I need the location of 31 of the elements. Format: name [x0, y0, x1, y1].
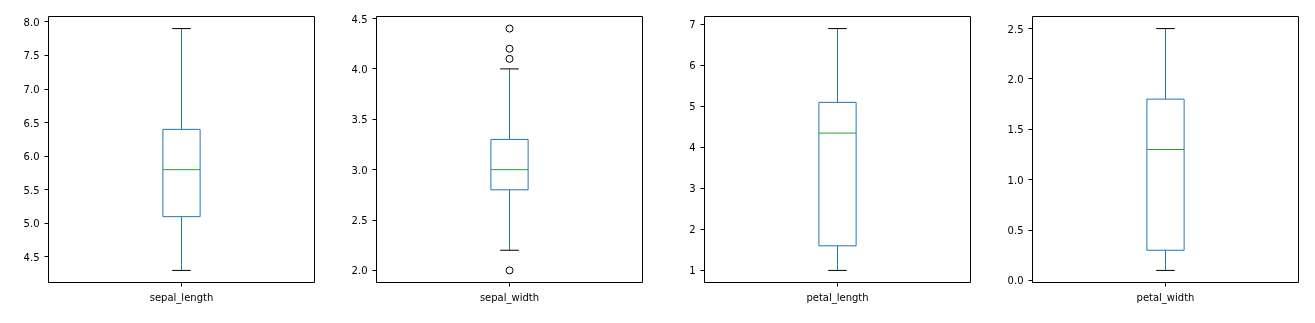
x-tick-label: petal_width	[1136, 291, 1195, 304]
y-tick-label: 6.0	[23, 151, 40, 163]
y-tick-label: 8.0	[23, 16, 40, 28]
y-tick-label: 6.5	[23, 117, 40, 129]
y-tick-label: 3	[689, 183, 696, 195]
y-tick-label: 2.5	[1007, 23, 1024, 35]
y-tick-label: 3.5	[351, 114, 368, 126]
y-tick-label: 2	[689, 224, 696, 236]
y-tick-label: 1.5	[1007, 124, 1024, 136]
y-tick-label: 4	[689, 142, 696, 154]
y-tick-label: 2.0	[351, 265, 368, 277]
x-tick-label: sepal_width	[479, 291, 540, 304]
y-tick-label: 2.5	[351, 215, 368, 227]
x-tick-label: petal_length	[806, 291, 869, 304]
y-tick-label: 7	[689, 19, 696, 31]
y-tick-label: 5	[689, 101, 696, 113]
y-tick-label: 0.0	[1007, 275, 1024, 287]
y-tick-label: 1.0	[1007, 174, 1024, 186]
y-tick-label: 1	[689, 265, 696, 277]
y-tick-label: 4.5	[351, 13, 368, 25]
y-tick-label: 5.0	[23, 218, 40, 230]
y-tick-label: 6	[689, 60, 696, 72]
y-tick-label: 7.5	[23, 50, 40, 62]
y-tick-label: 2.0	[1007, 73, 1024, 85]
x-tick-label: sepal_length	[149, 291, 214, 304]
y-tick-label: 7.0	[23, 84, 40, 96]
y-tick-label: 5.5	[23, 184, 40, 196]
y-tick-label: 3.0	[351, 164, 368, 176]
y-tick-label: 4.5	[23, 251, 40, 263]
y-tick-label: 4.0	[351, 63, 368, 75]
y-tick-label: 0.5	[1007, 225, 1024, 237]
